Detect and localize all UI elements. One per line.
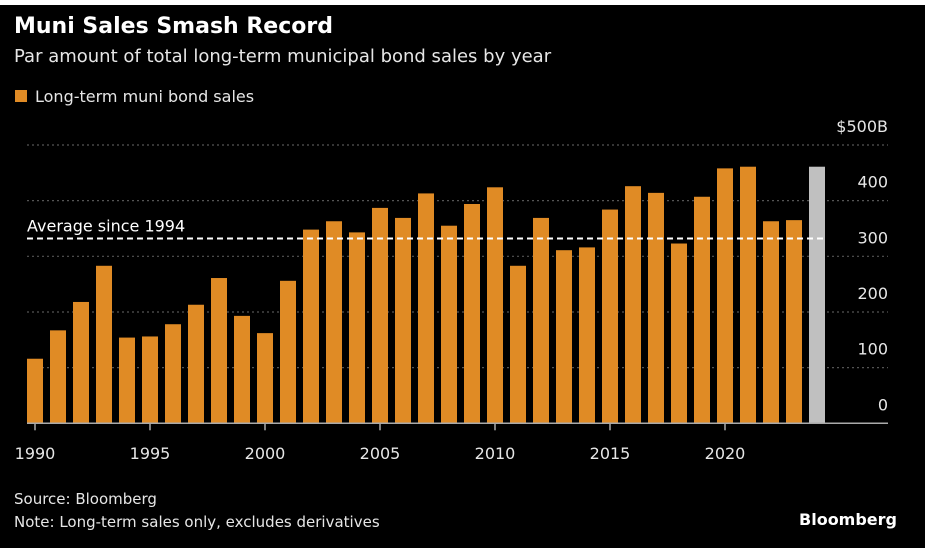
chart-title: Muni Sales Smash Record [14,14,333,39]
bar-2006 [395,217,411,424]
x-tick-label: 1995 [130,444,171,463]
bar-2008 [441,225,457,424]
average-line-label: Average since 1994 [27,217,185,236]
y-tick-label: 200 [857,284,888,303]
chart-subtitle: Par amount of total long-term municipal … [14,46,552,67]
x-tick-label: 2020 [705,444,746,463]
bar-2017 [648,192,664,424]
x-tick-label: 2005 [360,444,401,463]
bar-1996 [165,324,181,424]
bar-2024 [809,166,825,424]
bar-2020 [717,168,733,424]
bar-2005 [372,207,388,424]
bar-2000 [257,333,273,424]
y-tick-label: $500B [836,117,888,136]
x-tick-label: 2000 [245,444,286,463]
bar-2012 [533,217,549,424]
bar-2016 [625,186,641,424]
bar-1991 [50,330,66,424]
bar-1999 [234,315,250,424]
bar-2013 [556,250,572,424]
bar-2021 [740,166,756,424]
x-tick-label: 1990 [15,444,56,463]
bar-2010 [487,187,503,424]
legend-swatch [15,90,27,102]
bar-2007 [418,193,434,424]
x-tick-label: 2010 [475,444,516,463]
y-tick-label: 300 [857,228,888,247]
legend-label: Long-term muni bond sales [35,87,254,106]
bar-2015 [602,209,618,424]
x-tick-label: 2015 [590,444,631,463]
y-tick-label: 100 [857,340,888,359]
bar-2003 [326,221,342,424]
footnote: Note: Long-term sales only, excludes der… [14,513,380,531]
bar-2002 [303,229,319,424]
bloomberg-logo: Bloomberg [799,510,897,529]
bar-2023 [786,220,802,424]
bar-2022 [763,221,779,424]
bar-2018 [671,243,687,424]
y-tick-label: 400 [857,173,888,192]
bar-2011 [510,265,526,424]
y-tick-label: 0 [878,395,888,414]
bar-2014 [579,247,595,424]
source-note: Source: Bloomberg [14,490,157,508]
bar-2001 [280,280,296,424]
bar-1994 [119,337,135,424]
bar-2019 [694,196,710,424]
bar-1992 [73,301,89,424]
bar-1990 [27,358,43,424]
bar-1995 [142,336,158,424]
bar-1998 [211,278,227,424]
bar-2009 [464,203,480,424]
bar-1993 [96,265,112,424]
bar-1997 [188,304,204,424]
bar-2004 [349,232,365,424]
